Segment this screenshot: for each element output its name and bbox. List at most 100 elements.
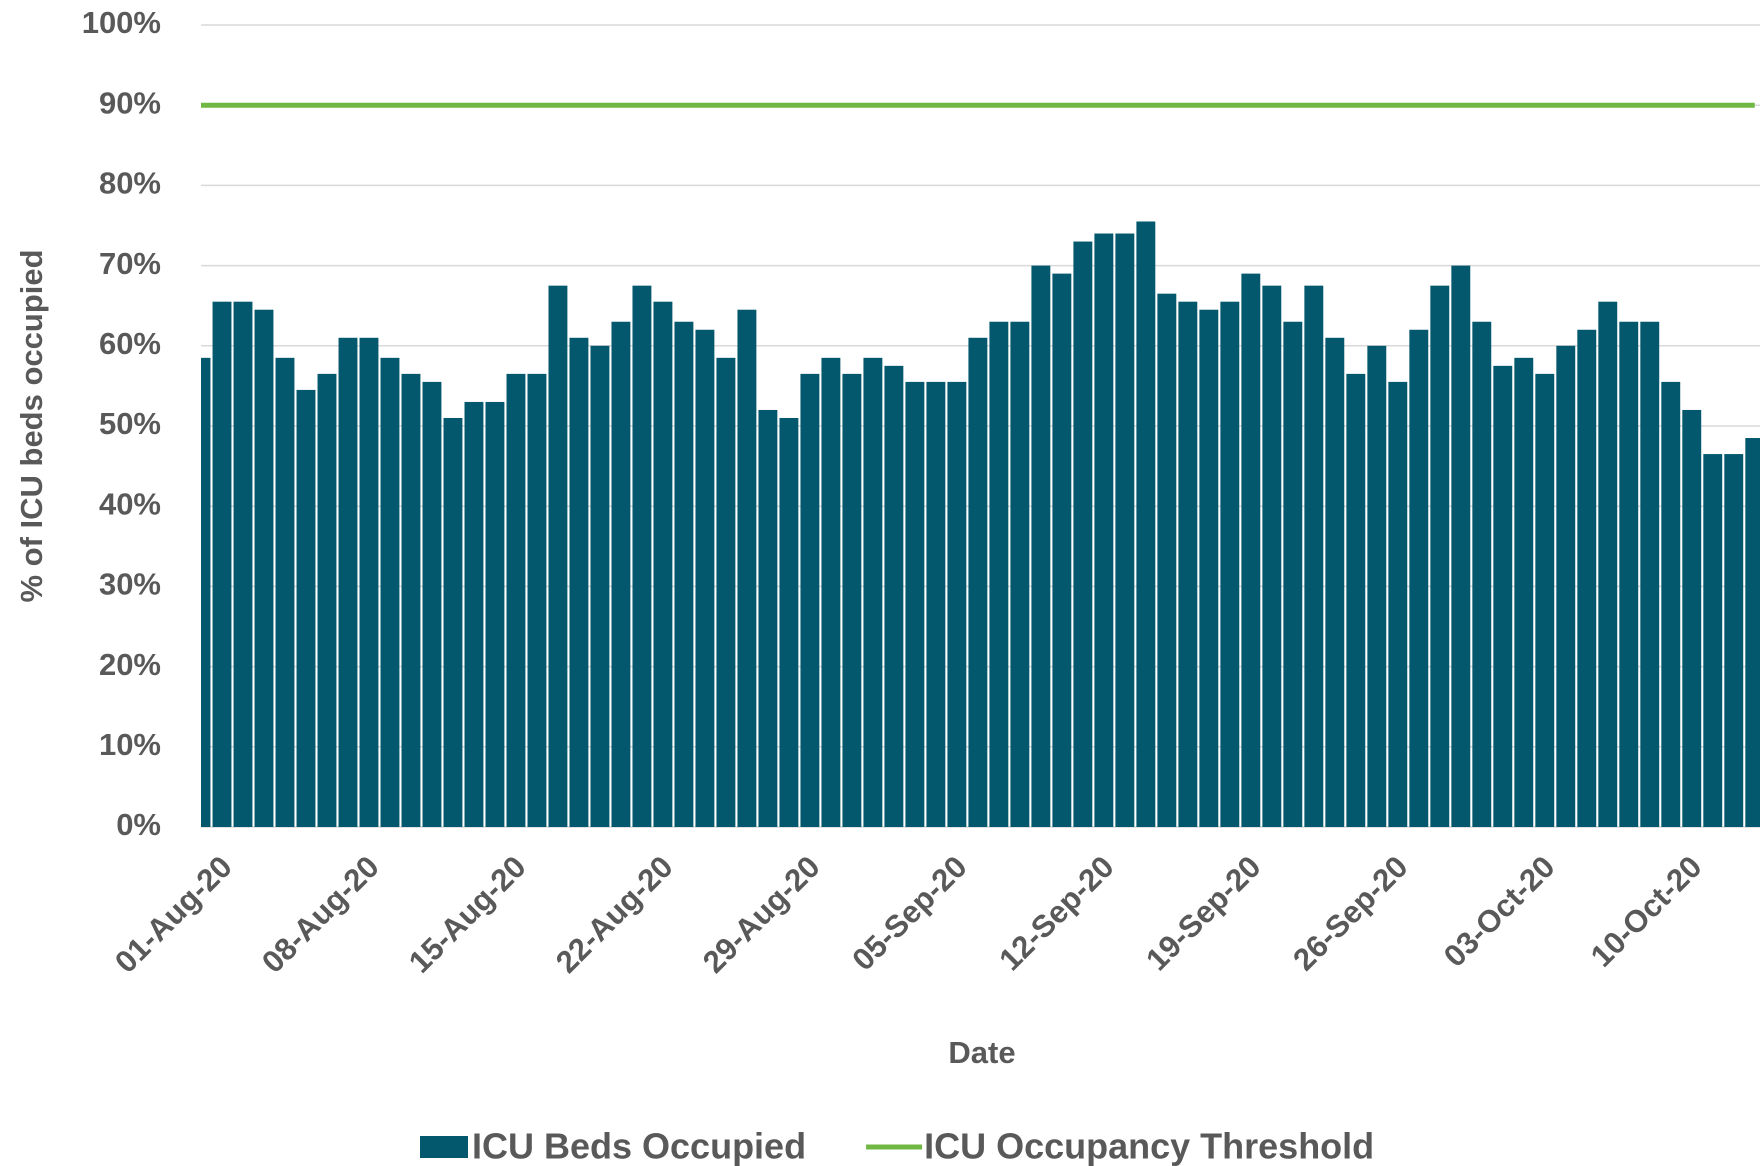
bar: [317, 373, 337, 827]
bar: [800, 373, 820, 827]
bar: [695, 329, 715, 827]
bar: [1367, 345, 1387, 827]
x-tick-label: 29-Aug-20: [696, 849, 827, 980]
bar: [1556, 345, 1576, 827]
bar: [1451, 265, 1471, 828]
bar: [926, 381, 946, 827]
bar: [968, 337, 988, 827]
bar: [821, 357, 841, 827]
bar: [611, 321, 631, 827]
bar: [380, 357, 400, 827]
bar: [275, 357, 295, 827]
bar: [632, 285, 652, 827]
bar: [1262, 285, 1282, 827]
bar: [989, 321, 1009, 827]
bar: [485, 401, 505, 827]
y-tick-label: 80%: [99, 166, 161, 201]
bar: [1703, 454, 1723, 827]
x-tick-label: 26-Sep-20: [1286, 849, 1414, 977]
bar: [1346, 373, 1366, 827]
bar: [905, 381, 925, 827]
bar: [296, 389, 316, 827]
bar: [1682, 409, 1702, 827]
x-tick-label: 19-Sep-20: [1139, 849, 1267, 977]
bar: [842, 373, 862, 827]
bar: [401, 373, 421, 827]
y-tick-label: 0%: [116, 807, 161, 842]
bar: [359, 337, 379, 827]
bar: [863, 357, 883, 827]
bar: [1598, 301, 1618, 827]
bar: [1199, 309, 1219, 828]
bar: [1325, 337, 1345, 827]
bar: [716, 357, 736, 827]
bar: [1493, 365, 1513, 827]
x-tick-label: 10-Oct-20: [1584, 849, 1709, 974]
bar: [1430, 285, 1450, 827]
legend-label: ICU Beds Occupied: [472, 1126, 806, 1166]
bar: [464, 401, 484, 827]
bar: [1241, 273, 1261, 827]
bar: [527, 373, 547, 827]
y-tick-label: 20%: [99, 647, 161, 682]
bar: [1535, 373, 1555, 827]
bar: [233, 301, 253, 827]
bar: [1178, 301, 1198, 827]
bar: [422, 381, 442, 827]
bar: [1304, 285, 1324, 827]
y-axis-title: % of ICU beds occupied: [14, 249, 49, 602]
bar: [443, 417, 463, 827]
bar: [1724, 454, 1744, 827]
bar: [1157, 293, 1177, 827]
y-tick-label: 40%: [99, 486, 161, 521]
bar: [1409, 329, 1429, 827]
bar: [1640, 321, 1660, 827]
x-tick-label: 05-Sep-20: [845, 849, 973, 977]
bar: [506, 373, 526, 827]
y-tick-label: 70%: [99, 246, 161, 281]
x-tick-label: 03-Oct-20: [1437, 849, 1562, 974]
bar: [201, 357, 211, 827]
bar: [548, 285, 568, 827]
legend-label: ICU Occupancy Threshold: [924, 1126, 1374, 1166]
bar: [590, 345, 610, 827]
x-tick-label: 15-Aug-20: [402, 849, 533, 980]
bar: [674, 321, 694, 827]
bar: [1136, 221, 1156, 828]
bar: [758, 409, 778, 827]
bar: [1031, 265, 1051, 828]
y-tick-label: 50%: [99, 406, 161, 441]
bar: [1283, 321, 1303, 827]
bar: [737, 309, 757, 828]
bar: [1010, 321, 1030, 827]
x-axis-title: Date: [948, 1035, 1015, 1070]
bar: [1619, 321, 1639, 827]
y-tick-label: 100%: [82, 5, 161, 40]
y-tick-label: 10%: [99, 727, 161, 762]
bar: [254, 309, 274, 828]
x-tick-label: 08-Aug-20: [255, 849, 386, 980]
bar: [1745, 438, 1760, 827]
bar: [1220, 301, 1240, 827]
bar: [1052, 273, 1072, 827]
bar: [212, 301, 232, 827]
y-tick-label: 30%: [99, 567, 161, 602]
bar: [653, 301, 673, 827]
bar: [569, 337, 589, 827]
bar: [1577, 329, 1597, 827]
bar: [947, 381, 967, 827]
x-tick-label: 01-Aug-20: [108, 849, 239, 980]
bar: [1472, 321, 1492, 827]
legend-swatch: [420, 1136, 468, 1158]
x-tick-label: 12-Sep-20: [992, 849, 1120, 977]
bar: [1514, 357, 1534, 827]
bar: [884, 365, 904, 827]
y-tick-label: 90%: [99, 85, 161, 120]
bar: [1073, 241, 1093, 828]
x-tick-label: 22-Aug-20: [549, 849, 680, 980]
bar: [1661, 381, 1681, 827]
bar: [338, 337, 358, 827]
bar: [1115, 233, 1135, 827]
bar: [779, 417, 799, 827]
